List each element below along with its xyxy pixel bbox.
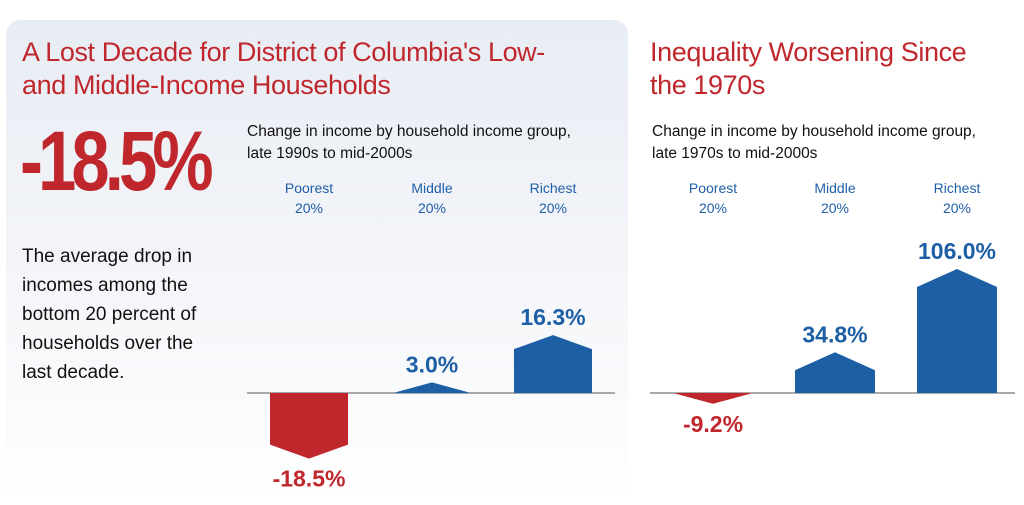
left-header-poorest-line2: 20%	[294, 200, 324, 216]
left-bar-1	[393, 382, 471, 393]
right-subtitle-line1: Change in income by household income gro…	[652, 123, 976, 140]
left-subtitle-line2: late 1990s to mid-2000s	[247, 145, 413, 162]
right-header-poorest-line2: 20%	[698, 200, 728, 216]
left-header-middle-line2: 20%	[417, 200, 447, 216]
right-header-poorest-line1: Poorest	[688, 180, 738, 196]
right-header-richest-line1: Richest	[933, 180, 981, 196]
left-title-line2: and Middle-Income Households	[22, 70, 391, 100]
right-title-line1: Inequality Worsening Since	[650, 37, 967, 67]
right-bar-0	[673, 393, 753, 404]
left-subtitle-line1: Change in income by household income gro…	[247, 123, 571, 140]
stat-description: The average drop in incomes among the bo…	[22, 246, 197, 383]
left-header-middle: Middle 20%	[377, 178, 487, 218]
right-bar-1	[795, 352, 875, 393]
left-title-line1: A Lost Decade for District of Columbia's…	[22, 37, 545, 67]
big-stat-value: -18.5%	[20, 114, 214, 208]
left-header-richest: Richest 20%	[498, 178, 608, 218]
right-title-line2: the 1970s	[650, 70, 765, 100]
left-header-richest-line1: Richest	[529, 180, 577, 196]
right-header-middle-line1: Middle	[814, 180, 856, 196]
left-header-poorest-line1: Poorest	[284, 180, 334, 196]
right-value-label-0: -9.2%	[683, 411, 743, 437]
left-bar-0	[270, 393, 348, 459]
right-value-label-1: 34.8%	[802, 321, 867, 347]
right-bar-2	[917, 268, 997, 393]
right-header-middle-line2: 20%	[820, 200, 850, 216]
right-header-richest-line2: 20%	[942, 200, 972, 216]
left-value-label-0: -18.5%	[273, 466, 346, 492]
right-header-middle: Middle 20%	[780, 178, 890, 218]
right-header-poorest: Poorest 20%	[658, 178, 768, 218]
left-value-label-2: 16.3%	[520, 304, 585, 330]
right-header-richest: Richest 20%	[902, 178, 1012, 218]
left-value-label-1: 3.0%	[406, 351, 458, 377]
left-header-middle-line1: Middle	[411, 180, 453, 196]
right-value-label-2: 106.0%	[918, 238, 996, 264]
left-header-richest-line2: 20%	[538, 200, 568, 216]
right-subtitle-line2: late 1970s to mid-2000s	[652, 145, 818, 162]
left-header-poorest: Poorest 20%	[254, 178, 364, 218]
left-bar-2	[514, 335, 592, 393]
